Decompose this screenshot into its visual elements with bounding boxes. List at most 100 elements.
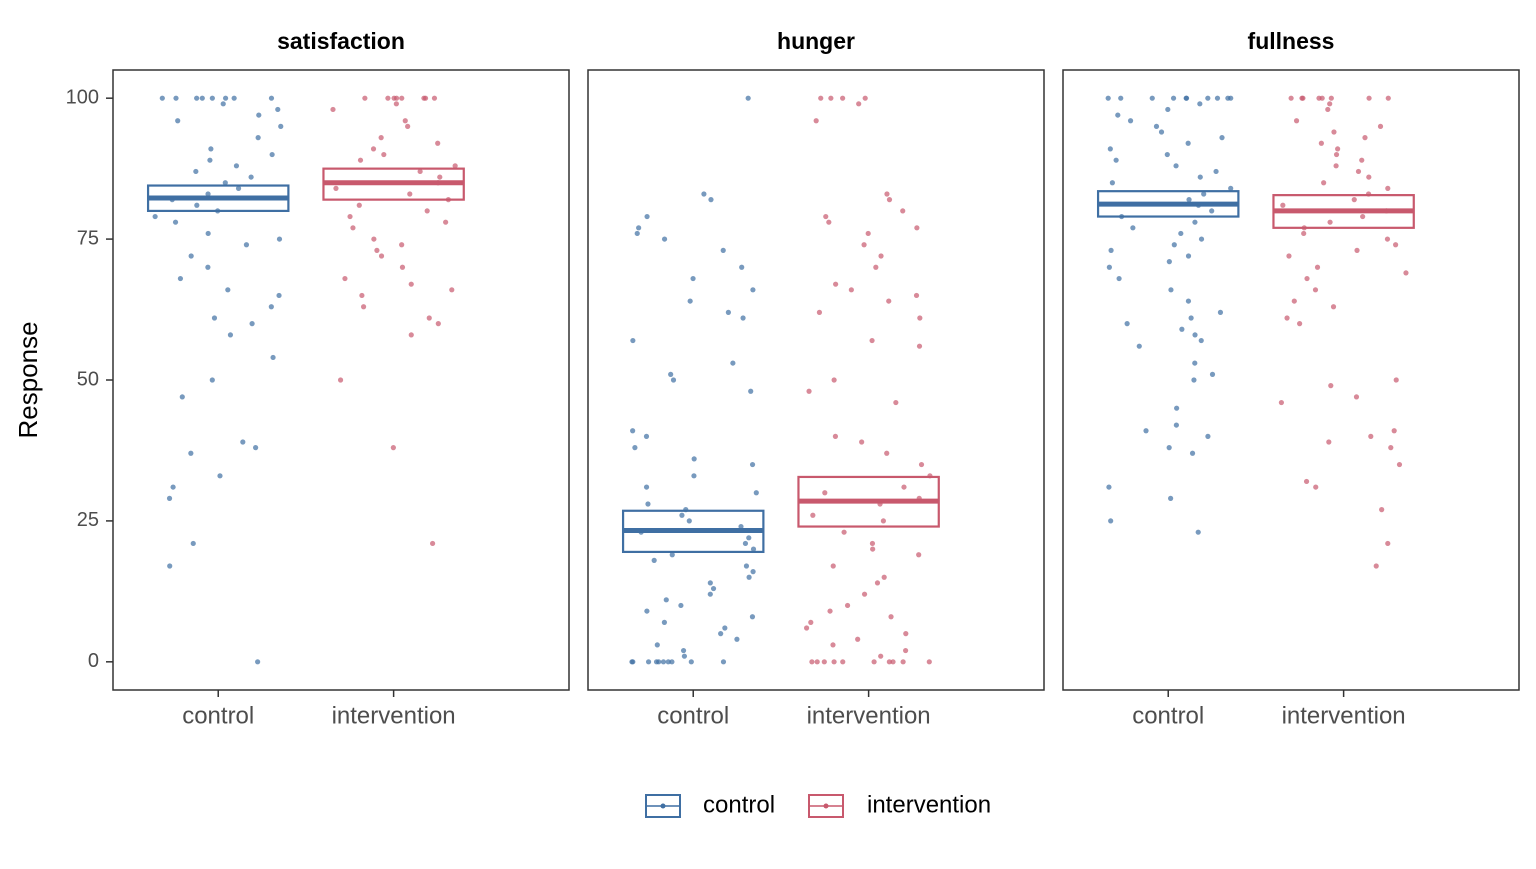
x-tick-label: intervention — [1282, 702, 1406, 729]
point — [1198, 236, 1205, 242]
point — [661, 619, 668, 625]
point — [356, 202, 362, 208]
point — [1297, 321, 1303, 327]
point — [848, 287, 854, 293]
point — [645, 501, 651, 507]
point — [1354, 247, 1360, 253]
point — [734, 636, 740, 642]
point — [152, 213, 158, 220]
point — [1316, 95, 1322, 101]
point — [417, 168, 423, 175]
x-tick-label: control — [182, 702, 254, 729]
point — [681, 653, 688, 659]
point — [248, 174, 254, 180]
point — [707, 580, 713, 586]
point — [679, 512, 685, 518]
points — [629, 95, 759, 665]
point — [750, 287, 756, 293]
point — [668, 371, 674, 377]
point — [818, 95, 824, 101]
point — [701, 191, 707, 197]
point — [691, 473, 697, 479]
point — [636, 225, 642, 231]
point — [193, 168, 199, 175]
point — [862, 95, 868, 101]
point — [1385, 95, 1391, 101]
point — [687, 298, 693, 304]
point — [913, 292, 920, 299]
point — [720, 659, 727, 665]
point — [900, 659, 906, 665]
panel-title: hunger — [777, 28, 855, 54]
point — [670, 377, 677, 383]
point — [209, 95, 215, 101]
point — [1379, 507, 1385, 513]
point — [886, 197, 893, 203]
y-tick-label: 100 — [66, 86, 99, 108]
point — [1118, 95, 1124, 101]
point — [1164, 151, 1170, 158]
point — [1116, 275, 1122, 282]
point — [810, 512, 816, 518]
point — [1106, 264, 1112, 270]
point — [374, 247, 380, 253]
point — [1366, 174, 1372, 180]
point — [1170, 95, 1177, 101]
point — [878, 653, 884, 659]
point — [1293, 118, 1300, 124]
point — [830, 642, 836, 648]
point — [1384, 236, 1391, 242]
legend-label: intervention — [867, 791, 991, 818]
point — [916, 552, 922, 558]
point — [1393, 242, 1399, 248]
point — [822, 490, 828, 496]
point — [235, 185, 242, 191]
point — [1396, 461, 1403, 468]
point — [435, 321, 441, 327]
point — [669, 552, 675, 558]
point — [209, 377, 215, 383]
point — [270, 354, 276, 361]
point — [1149, 95, 1155, 101]
point — [407, 191, 413, 197]
point — [753, 490, 759, 496]
point — [823, 213, 829, 220]
point — [1303, 478, 1310, 485]
point — [424, 208, 430, 214]
point — [869, 540, 876, 547]
point — [1321, 180, 1327, 186]
point — [1366, 95, 1372, 101]
x-tick-label: intervention — [332, 702, 456, 729]
point — [871, 659, 877, 665]
point — [1124, 321, 1130, 327]
point — [370, 146, 377, 152]
point — [1201, 191, 1207, 197]
point — [359, 292, 365, 299]
point — [680, 647, 687, 654]
point — [405, 123, 411, 129]
point — [643, 433, 650, 439]
point — [255, 135, 261, 141]
point — [859, 439, 865, 445]
point — [654, 642, 660, 648]
point — [678, 602, 684, 609]
point — [630, 337, 636, 344]
point — [1178, 230, 1184, 237]
point — [1373, 563, 1379, 569]
point — [1109, 180, 1115, 186]
point — [708, 197, 714, 203]
point — [886, 298, 892, 304]
point — [240, 439, 246, 445]
point — [1166, 445, 1172, 451]
point — [1214, 95, 1221, 101]
point — [890, 659, 896, 665]
point — [225, 287, 231, 293]
point — [173, 95, 179, 101]
point — [378, 253, 385, 259]
point — [869, 337, 875, 344]
point — [1360, 213, 1366, 220]
point — [831, 659, 837, 665]
point — [1385, 540, 1391, 547]
point — [1351, 197, 1357, 203]
point — [166, 495, 173, 501]
